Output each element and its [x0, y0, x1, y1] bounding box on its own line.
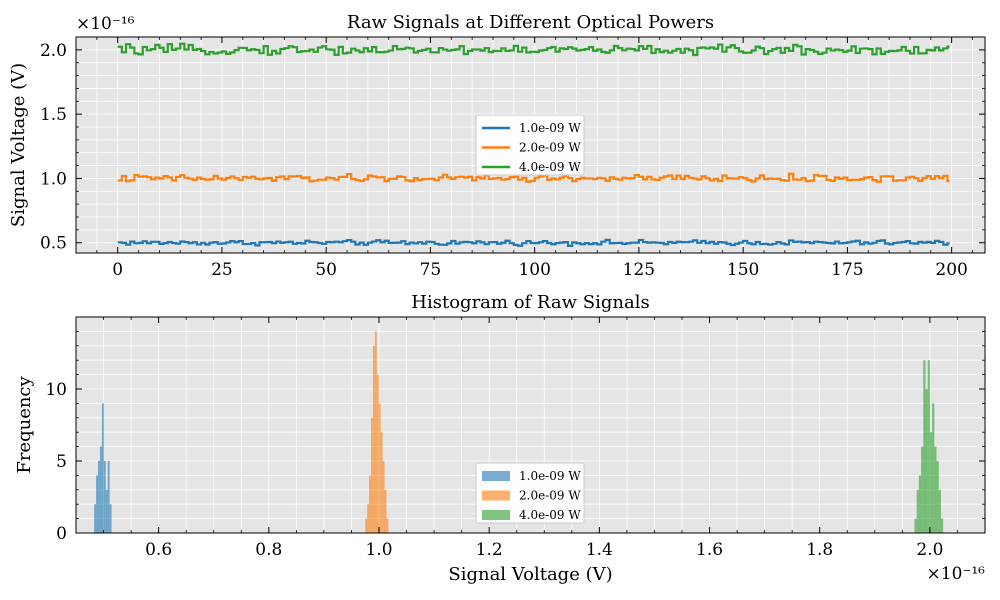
legend-label: 2.0e-09 W	[519, 489, 581, 503]
histogram-bar	[372, 345, 375, 533]
plot-frame	[75, 316, 986, 534]
chart-title: Raw Signals at Different Optical Powers	[347, 12, 714, 33]
histogram-bar	[932, 403, 935, 533]
y-tick-label: 5	[56, 452, 67, 472]
histogram-bar	[376, 374, 379, 533]
histogram-bar	[99, 446, 102, 533]
x-offset-label: ×10⁻¹⁶	[927, 564, 986, 584]
histogram-bar	[105, 489, 108, 533]
x-tick-label: 75	[420, 260, 442, 280]
legend-marker	[482, 490, 510, 501]
plot-frame	[75, 36, 986, 254]
y-tick-label: 0.5	[40, 234, 67, 254]
x-tick-label: 50	[315, 260, 337, 280]
x-tick-label: 200	[935, 260, 967, 280]
series-line	[117, 238, 950, 247]
histogram-bar	[94, 504, 97, 533]
legend-box	[475, 114, 585, 176]
histogram-bar	[380, 432, 383, 533]
x-tick-label: 0	[112, 260, 123, 280]
axis-ticks: 0.6 0.8 1.0 1.2 1.4 1.6 1.8 2.0 0 5 10	[45, 316, 986, 560]
histogram-bars	[94, 331, 944, 533]
legend-label: 1.0e-09 W	[519, 469, 581, 483]
histogram-bar	[374, 331, 377, 533]
histogram-bar	[929, 432, 933, 533]
x-tick-label: 150	[727, 260, 759, 280]
legend: 1.0e-09 W 2.0e-09 W 4.0e-09 W	[475, 462, 585, 524]
x-tick-label: 100	[518, 260, 550, 280]
histogram-bar	[109, 504, 112, 533]
x-tick-label: 125	[623, 260, 655, 280]
histogram-bar	[371, 417, 373, 533]
histogram-bar	[921, 446, 924, 533]
axis-ticks: 0 25 50 75 100 125 150 175 200 0.5 1.0 1.5 2.0	[40, 36, 985, 280]
histogram-bar	[936, 461, 939, 533]
histogram-bar	[386, 518, 389, 533]
legend-label: 1.0e-09 W	[519, 121, 581, 135]
legend-label: 4.0e-09 W	[519, 160, 581, 174]
histogram-bar	[940, 518, 944, 533]
y-tick-label: 1.0	[40, 169, 67, 189]
histogram-bar	[367, 504, 370, 533]
histogram-bar	[365, 518, 368, 533]
histogram-bar	[934, 446, 937, 533]
histogram-bar	[914, 518, 917, 533]
histogram-bar	[927, 360, 930, 533]
x-tick-label: 1.6	[696, 540, 723, 560]
series-lines	[117, 42, 950, 247]
series-line	[117, 172, 950, 183]
histogram-bar	[369, 475, 372, 533]
y-offset-label: ×10⁻¹⁶	[76, 14, 135, 34]
x-tick-label: 0.8	[255, 540, 282, 560]
y-tick-label: 10	[45, 380, 67, 400]
y-tick-label: 0	[56, 524, 67, 544]
x-axis-label: Signal Voltage (V)	[448, 564, 612, 585]
legend-label: 4.0e-09 W	[519, 508, 581, 522]
y-axis-label: Frequency	[14, 375, 35, 473]
series-line	[117, 42, 950, 57]
legend-marker	[482, 471, 510, 481]
x-tick-label: 2.0	[916, 540, 943, 560]
y-tick-label: 2.0	[40, 41, 67, 61]
y-tick-label: 1.5	[40, 105, 67, 125]
histogram-bar	[938, 489, 941, 533]
x-tick-label: 25	[211, 260, 233, 280]
histogram-bar	[96, 475, 99, 533]
gridlines	[75, 36, 985, 253]
y-axis-label: Signal Voltage (V)	[8, 63, 29, 227]
x-tick-label: 175	[831, 260, 863, 280]
legend: 1.0e-09 W 2.0e-09 W 4.0e-09 W	[475, 114, 585, 176]
histogram-panel: 0.6 0.8 1.0 1.2 1.4 1.6 1.8 2.0 0 5 10 Histogram o…	[14, 292, 986, 585]
x-tick-label: 1.4	[586, 540, 613, 560]
histogram-bar	[923, 360, 926, 533]
legend-label: 2.0e-09 W	[519, 141, 581, 155]
x-tick-label: 1.2	[476, 540, 503, 560]
histogram-bar	[916, 489, 919, 533]
legend-marker	[482, 510, 510, 520]
x-tick-label: 1.0	[365, 540, 392, 560]
histogram-bar	[378, 403, 381, 533]
x-tick-label: 1.8	[806, 540, 833, 560]
histogram-bar	[918, 475, 922, 533]
histogram-bar	[925, 389, 928, 533]
x-tick-label: 0.6	[145, 540, 172, 560]
histogram-bar	[382, 461, 385, 533]
histogram-bar	[384, 489, 387, 533]
chart-title: Histogram of Raw Signals	[411, 292, 649, 313]
histogram-bar	[107, 461, 110, 533]
line-chart-panel: 0 25 50 75 100 125 150 175 200 0.5 1.0 1.5 2.0 Raw S…	[8, 12, 986, 280]
histogram-bar	[101, 403, 104, 533]
histogram-bar	[103, 461, 106, 533]
histogram-bar	[98, 461, 100, 533]
